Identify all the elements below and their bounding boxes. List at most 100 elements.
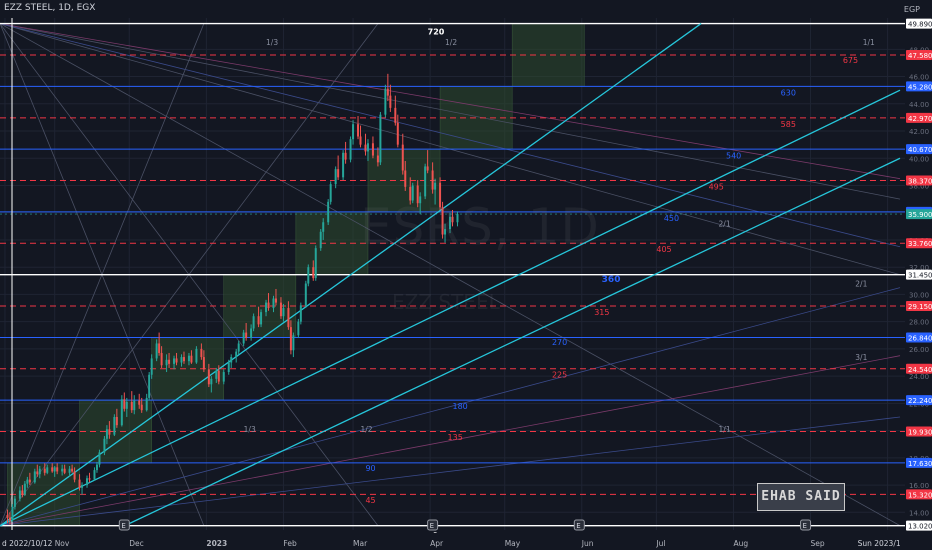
ratio-label: 1/2 <box>445 38 457 47</box>
earnings-marker-label: E <box>803 522 807 530</box>
symbol-header[interactable]: EZZ STEEL, 1D, EGX <box>4 3 96 13</box>
degree-label: 585 <box>781 120 796 129</box>
level-price-text: 42.970 <box>908 115 932 123</box>
candle-body <box>125 402 128 409</box>
candle-body <box>98 452 101 465</box>
candle-body <box>180 357 183 363</box>
candle-body <box>33 471 36 483</box>
candle-body <box>68 468 71 473</box>
price-tick: 30.00 <box>909 291 929 299</box>
candle-body <box>145 397 148 411</box>
level-price-tag <box>906 50 932 61</box>
candle-body <box>26 479 29 484</box>
degree-label: 270 <box>552 338 567 347</box>
candle-body <box>359 136 362 145</box>
candle-body <box>11 506 14 521</box>
candle-body <box>424 166 427 197</box>
candle-body <box>133 400 136 411</box>
channel-line <box>124 157 901 527</box>
level-price-tag <box>906 269 932 280</box>
candle-body <box>431 170 434 190</box>
candle-body <box>28 479 31 483</box>
level-price-tag <box>906 18 932 29</box>
candle-body <box>81 485 84 488</box>
price-axis[interactable]: 14.0016.0018.0020.0022.0024.0026.0028.00… <box>905 0 932 550</box>
currency-label: EGP <box>903 5 920 14</box>
candle-body <box>123 399 126 409</box>
candle-body <box>292 335 295 351</box>
fan-line-blue <box>0 23 901 248</box>
candle-body <box>344 152 347 160</box>
candle-body <box>18 490 21 499</box>
earnings-marker <box>800 519 812 531</box>
candle-body <box>444 229 447 235</box>
time-axis[interactable]: d 2022/10/12 Nov Dec 2023 Feb Mar Apr May Jun Jul… <box>0 533 932 550</box>
candle-body <box>103 438 106 453</box>
level-price-tag <box>906 520 932 531</box>
candle-body <box>36 471 39 475</box>
candle-body <box>115 416 118 426</box>
level-price-tag <box>906 332 932 343</box>
candle-body <box>449 216 452 230</box>
ratio-label: 1/3 <box>266 38 278 47</box>
candle-body <box>250 328 253 338</box>
earnings-marker-label: E <box>430 522 434 530</box>
price-tick: 40.00 <box>909 155 929 163</box>
candle-body <box>217 370 220 382</box>
candle-body <box>61 468 64 472</box>
ratio-label: 2/1 <box>855 279 867 288</box>
earnings-marker <box>118 519 130 531</box>
candle-body <box>86 478 89 486</box>
candle-body <box>376 155 379 163</box>
candle-body <box>342 152 345 178</box>
candle-body <box>21 490 24 495</box>
level-price-text: 31.450 <box>908 272 932 280</box>
level-price-tag <box>906 395 932 406</box>
level-price-tag <box>906 112 932 123</box>
time-tick: d 2022/10/12 <box>2 539 53 548</box>
candle-body <box>207 369 210 385</box>
candle-body <box>299 305 302 322</box>
candle-body <box>237 343 240 352</box>
candle-body <box>287 308 290 328</box>
level-price-text: 40.670 <box>908 146 932 154</box>
time-tick: Mar <box>353 539 368 548</box>
channel-line <box>0 23 702 527</box>
ratio-label: 2/1 <box>719 219 731 228</box>
candle-body <box>396 122 399 145</box>
time-tick: Dec <box>129 539 144 548</box>
candle-body <box>53 467 56 472</box>
level-price-tag <box>906 81 932 92</box>
candle-body <box>289 327 292 351</box>
candles <box>6 73 459 525</box>
candle-body <box>130 402 133 411</box>
earnings-marker <box>573 519 585 531</box>
time-axis-bg <box>0 533 932 550</box>
candle-body <box>371 143 374 156</box>
price-tick: 26.00 <box>909 346 929 354</box>
candle-body <box>78 479 81 488</box>
price-tick: 28.00 <box>909 319 929 327</box>
candle-body <box>282 308 285 317</box>
time-tick: Aug <box>733 539 748 548</box>
degree-label: 495 <box>709 183 724 192</box>
price-tick: 14.00 <box>909 509 929 517</box>
level-price-text: 47.580 <box>908 52 932 60</box>
candle-body <box>267 302 270 309</box>
candle-body <box>441 207 444 235</box>
level-price-text: 49.890 <box>908 21 932 29</box>
candle-body <box>386 88 389 96</box>
fan-line-purple <box>0 23 901 180</box>
candle-body <box>73 471 76 480</box>
candle-body <box>140 404 143 411</box>
level-price-tag <box>906 209 932 220</box>
candle-body <box>88 478 91 480</box>
candle-body <box>120 399 123 426</box>
candle-body <box>173 358 176 364</box>
level-price-tag <box>906 301 932 311</box>
level-price-text: 29.150 <box>908 303 932 311</box>
candle-body <box>202 357 205 370</box>
level-price-tag <box>906 426 932 437</box>
candle-body <box>6 515 9 518</box>
